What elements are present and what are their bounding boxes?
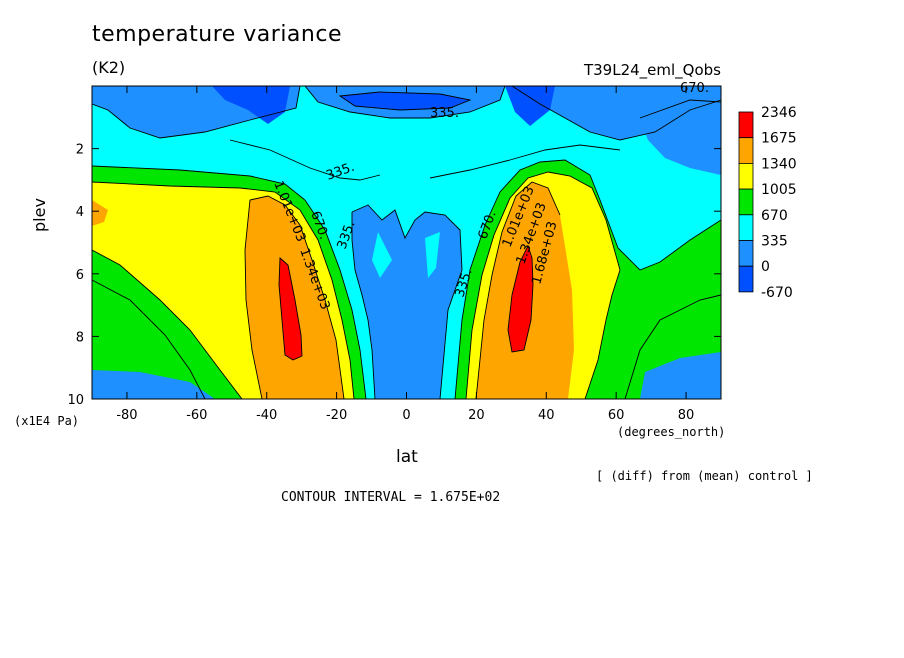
contour-line <box>92 279 206 399</box>
y-tick-label: 2 <box>76 143 84 158</box>
x-tick-label: -20 <box>326 408 347 423</box>
contour-line <box>92 181 355 399</box>
x-axis-label: lat <box>396 447 418 467</box>
contour-interval: CONTOUR INTERVAL = 1.675E+02 <box>281 490 501 505</box>
contour-line <box>351 212 376 399</box>
contour-line <box>465 171 621 399</box>
colorbar-label: 1340 <box>761 156 797 172</box>
colorbar-label: 670 <box>761 208 788 224</box>
contour-line <box>475 181 561 399</box>
footer-note: [ (diff) from (mean) control ] <box>596 469 813 483</box>
colorbar-label: 1005 <box>761 182 797 198</box>
x-tick-label: 20 <box>468 408 485 423</box>
x-tick-label: -80 <box>116 408 137 423</box>
contour-line <box>338 91 472 111</box>
chart-units: (K2) <box>92 58 126 77</box>
colorbar-label: 2346 <box>761 105 797 121</box>
x-tick-label: -40 <box>256 408 277 423</box>
contour-label: 335. <box>430 106 459 121</box>
contour-line <box>454 159 721 399</box>
y-tick-label: 4 <box>76 205 84 220</box>
y-tick-label: 8 <box>76 330 84 345</box>
y-tick-label: 6 <box>76 268 84 283</box>
contour-line <box>304 86 506 119</box>
y-axis-label: plev <box>30 198 49 232</box>
fill-0-335-right-pocket <box>640 100 721 175</box>
colorbar-swatch <box>738 111 754 139</box>
fill-neg-top-center <box>340 92 470 110</box>
fill-1675-plus-right <box>508 246 533 352</box>
contour-line <box>278 257 303 361</box>
contour-label: 670. <box>680 81 709 96</box>
contour-line <box>244 199 263 399</box>
x-tick-label: 40 <box>538 408 555 423</box>
colorbar-swatch <box>738 240 754 267</box>
colorbar-label: 0 <box>761 259 770 275</box>
colorbar-label: 335 <box>761 234 788 250</box>
fill-1675-plus-left <box>279 258 302 360</box>
x-tick-label: 80 <box>678 408 695 423</box>
x-axis-units: (degrees_north) <box>617 425 726 439</box>
y-axis: 2 4 6 8 10 <box>67 143 721 408</box>
run-label: T39L24_eml_Qobs <box>583 61 721 79</box>
contour-line <box>249 195 345 399</box>
colorbar-label: -670 <box>761 285 793 301</box>
colorbar-swatch <box>738 137 754 164</box>
contour-line <box>351 204 463 399</box>
contour-line <box>229 139 381 181</box>
fill-335-670-jag <box>372 232 392 278</box>
contour-line <box>624 294 721 399</box>
colorbar-swatch <box>738 188 754 216</box>
colorbar: 2346 1675 1340 1005 670 335 0 -670 <box>738 105 797 301</box>
x-tick-label: 60 <box>608 408 625 423</box>
fill-neg-top-right <box>505 86 555 126</box>
contour-fill-layer <box>92 86 721 399</box>
colorbar-swatch <box>738 265 754 293</box>
colorbar-swatch <box>738 162 754 190</box>
contour-line-layer <box>92 86 721 399</box>
fill-0-335-top-right <box>512 86 721 140</box>
contour-line <box>92 165 367 399</box>
y-axis-units: (x1E4 Pa) <box>14 414 80 428</box>
x-tick-label: -60 <box>186 408 207 423</box>
contour-line <box>92 249 243 399</box>
contour-line <box>507 244 534 353</box>
contour-line <box>584 269 621 399</box>
fill-335-670-jag-2 <box>425 232 440 278</box>
fill-0-335-lower-right <box>640 352 721 399</box>
x-tick-label: 0 <box>402 408 410 423</box>
chart-title: temperature variance <box>92 22 342 47</box>
contour-line <box>511 86 721 141</box>
contour-line <box>92 86 301 139</box>
colorbar-label: 1675 <box>761 131 797 147</box>
colorbar-swatch <box>738 214 754 241</box>
contour-line <box>429 144 621 179</box>
x-axis: -80 -60 -40 -20 0 20 40 60 80 <box>116 86 694 423</box>
fill-1340-1675-left-tongue <box>92 200 108 226</box>
contour-line <box>639 99 721 119</box>
y-tick-label: 10 <box>67 393 84 408</box>
fill-0-335-lower-left <box>92 370 215 399</box>
